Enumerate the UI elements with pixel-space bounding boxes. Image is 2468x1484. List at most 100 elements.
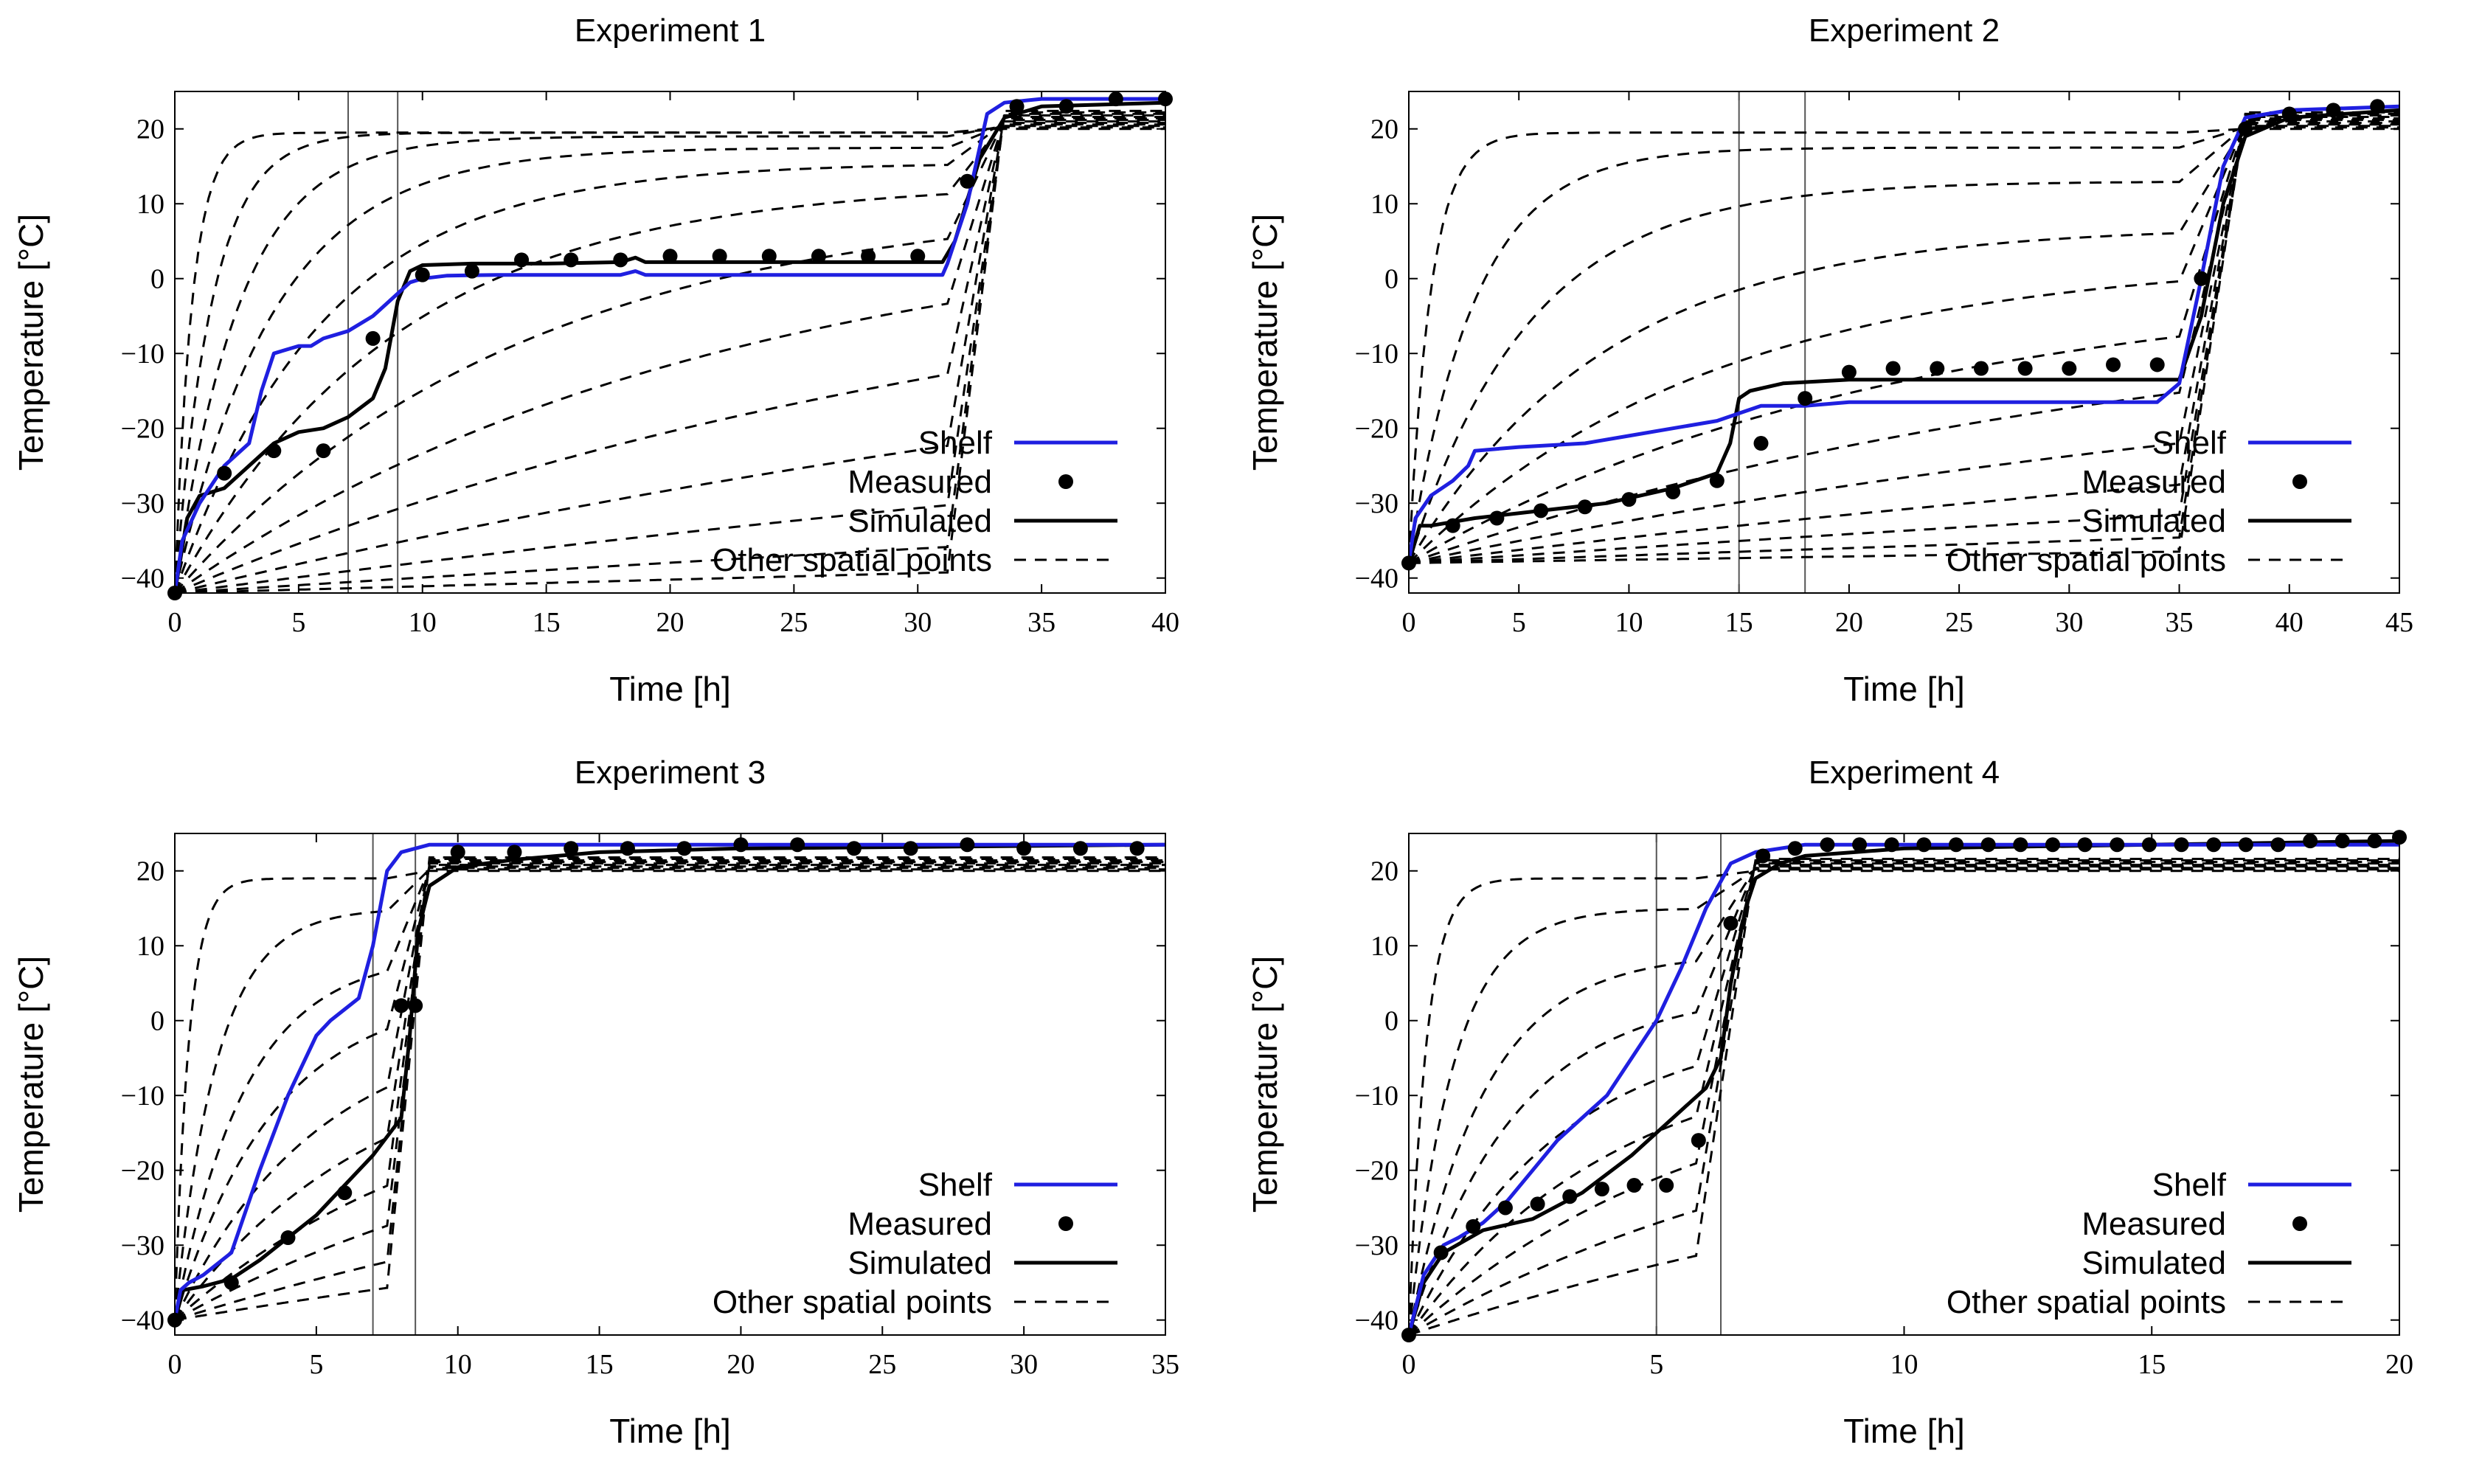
x-axis-label: Time [h]: [609, 1412, 730, 1450]
measured-point: [861, 249, 876, 264]
other-spatial-point-line: [175, 111, 1165, 593]
measured-point: [223, 1275, 239, 1290]
x-axis-label: Time [h]: [1843, 1412, 1964, 1450]
legend-label: Other spatial points: [1947, 1284, 2226, 1320]
plot-area: [1409, 91, 2399, 593]
x-tick-label: 25: [1945, 607, 1973, 638]
other-spatial-point-line: [175, 862, 1165, 1321]
other-spatial-point-line: [175, 870, 1165, 1320]
legend-swatch-measured: [2292, 1216, 2307, 1231]
x-tick-label: 20: [656, 607, 684, 638]
measured-point: [1709, 473, 1725, 488]
other-spatial-point-line: [175, 864, 1165, 1321]
other-spatial-point-line: [1409, 117, 2399, 564]
measured-point: [2206, 837, 2222, 853]
simulated-line: [175, 842, 1165, 1321]
x-tick-label: 15: [533, 607, 561, 638]
y-tick-label: −20: [121, 1156, 164, 1187]
other-spatial-point-line: [1409, 862, 2399, 1335]
legend-label: Simulated: [2081, 503, 2226, 539]
legend-label: Other spatial points: [1947, 542, 2226, 578]
measured-point: [1621, 492, 1637, 507]
other-spatial-point-line: [1409, 116, 2399, 564]
measured-point: [1072, 841, 1088, 856]
measured-point: [1691, 1133, 1706, 1148]
measured-point: [1723, 915, 1739, 931]
other-spatial-point-line: [1409, 123, 2399, 564]
other-spatial-point-line: [175, 112, 1165, 593]
x-tick-label: 0: [1402, 607, 1416, 638]
other-spatial-point-line: [1409, 867, 2399, 1335]
y-tick-label: −10: [121, 339, 164, 370]
chart-panel-4: Experiment 4 Time [h] Temperature [°C] 0 5 10…: [1234, 742, 2468, 1484]
chart-panel-1: Experiment 1 Time [h] Temperature [°C] 0 5 10…: [0, 0, 1234, 742]
measured-point: [365, 330, 381, 346]
y-tick-label: 0: [1384, 1006, 1398, 1037]
x-tick-label: 5: [1649, 1349, 1663, 1380]
measured-point: [1787, 841, 1803, 856]
measured-point: [1562, 1189, 1578, 1204]
measured-point: [2106, 357, 2121, 372]
measured-point: [2110, 837, 2125, 853]
x-tick-label: 0: [168, 1349, 182, 1380]
chart-title: Experiment 2: [1809, 13, 2000, 49]
other-spatial-point-line: [175, 868, 1165, 1320]
simulated-line: [1409, 108, 2399, 564]
y-tick-label: −30: [121, 488, 164, 519]
other-spatial-point-line: [175, 123, 1165, 593]
legend-label: Simulated: [2081, 1245, 2226, 1281]
other-spatial-point-line: [1409, 865, 2399, 1335]
measured-point: [2303, 833, 2318, 849]
x-tick-label: 45: [2385, 607, 2413, 638]
measured-point: [1009, 99, 1025, 114]
y-tick-label: 10: [136, 931, 164, 962]
measured-point: [1533, 503, 1549, 519]
y-axis-label: Temperature [°C]: [12, 214, 50, 471]
y-tick-label: 20: [1370, 114, 1398, 145]
measured-point: [266, 443, 282, 459]
measured-point: [790, 837, 805, 853]
measured-point: [2013, 837, 2028, 853]
measured-point: [564, 841, 579, 856]
chart-svg-4: Experiment 4 Time [h] Temperature [°C] 0 5 10…: [1246, 755, 2413, 1450]
other-spatial-point-line: [175, 867, 1165, 1320]
measured-point: [1530, 1196, 1545, 1212]
legend-swatch-measured: [2292, 474, 2307, 489]
other-spatial-point-line: [1409, 858, 2399, 1335]
shelf-line: [1409, 104, 2399, 564]
y-tick-label: −30: [1355, 1230, 1398, 1261]
measured-point: [2238, 837, 2253, 853]
other-spatial-point-line: [175, 859, 1165, 1322]
chart-title: Experiment 4: [1809, 755, 2000, 791]
other-spatial-point-line: [175, 856, 1165, 1322]
measured-point: [712, 249, 727, 264]
measured-point: [1129, 841, 1145, 856]
other-spatial-point-line: [1409, 114, 2399, 564]
x-tick-label: 25: [868, 1349, 896, 1380]
measured-point: [2326, 103, 2341, 118]
legend-label: Measured: [847, 1206, 992, 1242]
other-spatial-point-line: [175, 861, 1165, 1321]
y-tick-label: −20: [1355, 414, 1398, 445]
measured-point: [514, 252, 530, 268]
measured-point: [1445, 518, 1460, 533]
plot-area: [175, 833, 1165, 1335]
x-tick-label: 25: [780, 607, 808, 638]
measured-point: [2149, 357, 2165, 372]
x-tick-label: 15: [1725, 607, 1753, 638]
measured-point: [2194, 271, 2209, 286]
y-tick-label: −10: [121, 1081, 164, 1112]
y-tick-label: 0: [150, 1006, 164, 1037]
measured-point: [1108, 91, 1123, 107]
measured-point: [2174, 837, 2189, 853]
y-axis-label: Temperature [°C]: [1246, 956, 1284, 1213]
x-tick-label: 0: [1402, 1349, 1416, 1380]
measured-point: [1973, 361, 1989, 376]
chart-svg-1: Experiment 1 Time [h] Temperature [°C] 0 5 10…: [12, 13, 1179, 708]
other-spatial-point-line: [1409, 128, 2399, 564]
plot-frame: [1408, 833, 2400, 1336]
other-spatial-point-line: [1409, 125, 2399, 564]
other-spatial-point-line: [175, 109, 1165, 593]
measured-point: [1489, 510, 1505, 526]
other-spatial-point-line: [1409, 122, 2399, 564]
